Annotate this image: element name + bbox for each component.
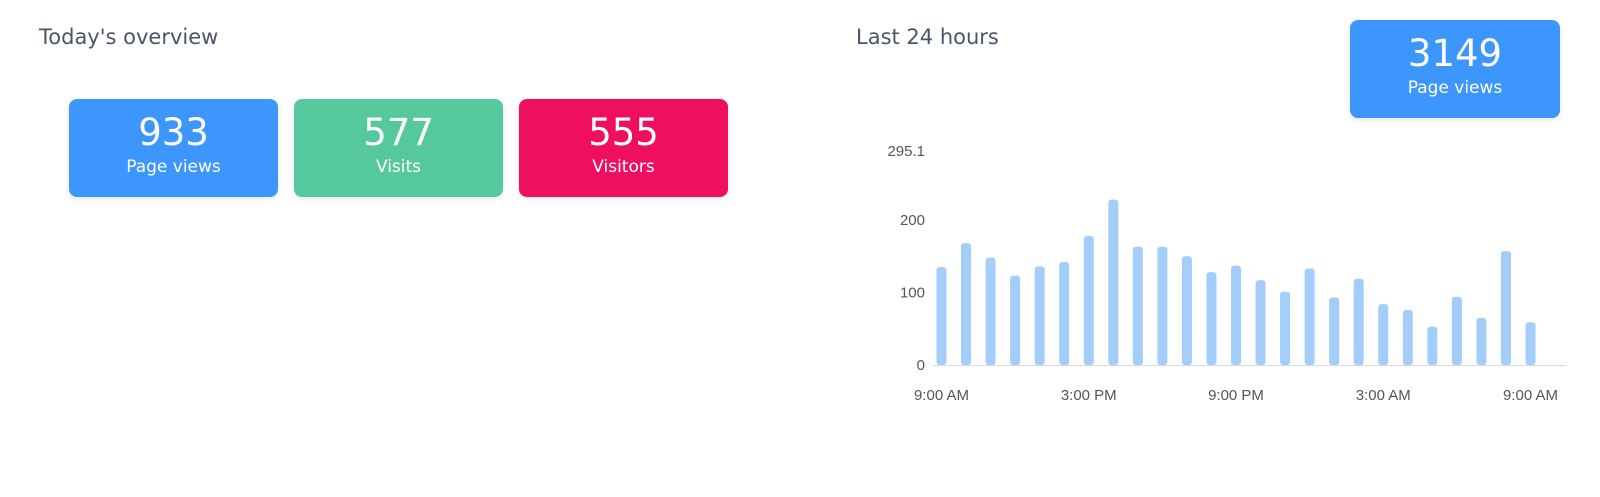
bar[interactable]	[1304, 268, 1315, 365]
y-axis: 0 100 200 295.1	[887, 143, 925, 374]
x-tick-label: 3:00 PM	[1061, 387, 1117, 404]
visitors-label: Visitors	[592, 157, 655, 177]
today-overview-title: Today's overview	[39, 25, 219, 49]
bar[interactable]	[1132, 246, 1143, 365]
bar[interactable]	[1108, 199, 1119, 365]
bar[interactable]	[1500, 251, 1511, 365]
x-tick-label: 3:00 AM	[1356, 387, 1411, 404]
total-page-views-value: 3149	[1407, 32, 1503, 75]
bar[interactable]	[1525, 322, 1536, 365]
bar[interactable]	[1034, 266, 1045, 365]
last-24-hours-title: Last 24 hours	[856, 25, 999, 49]
bar[interactable]	[1206, 272, 1217, 365]
bar[interactable]	[1378, 304, 1389, 365]
bar[interactable]	[936, 267, 947, 365]
bar[interactable]	[1427, 326, 1438, 365]
x-tick-label: 9:00 PM	[1208, 387, 1264, 404]
page-views-value: 933	[138, 111, 209, 154]
bar[interactable]	[1476, 317, 1487, 365]
bar[interactable]	[1280, 291, 1291, 365]
x-tick-label: 9:00 AM	[1503, 387, 1558, 404]
visits-label: Visits	[375, 157, 422, 177]
bar[interactable]	[1010, 275, 1021, 365]
bar[interactable]	[961, 243, 972, 365]
bar[interactable]	[985, 257, 996, 365]
y-tick-label: 100	[900, 284, 925, 301]
bar[interactable]	[1451, 296, 1462, 365]
y-tick-label: 295.1	[887, 143, 925, 160]
bar[interactable]	[1083, 235, 1094, 365]
bar[interactable]	[1157, 246, 1168, 365]
bar[interactable]	[1181, 256, 1192, 365]
bar[interactable]	[1353, 278, 1364, 365]
hourly-page-views-chart: 0 100 200 295.1 9:00 AM 3:00 PM 9:00 PM 3:00 A…	[887, 143, 1566, 404]
x-tick-label: 9:00 AM	[914, 387, 969, 404]
bars-group	[936, 199, 1536, 365]
total-page-views-label: Page views	[1407, 78, 1503, 98]
total-page-views-card[interactable]: 3149 Page views	[1350, 20, 1560, 118]
page-views-card[interactable]: 933 Page views	[69, 99, 278, 197]
page-views-label: Page views	[126, 157, 221, 177]
y-tick-label: 0	[917, 357, 925, 374]
bar[interactable]	[1329, 297, 1340, 365]
bar[interactable]	[1059, 262, 1070, 365]
bar[interactable]	[1231, 265, 1241, 365]
x-axis: 9:00 AM 3:00 PM 9:00 PM 3:00 AM 9:00 AM	[914, 387, 1558, 404]
bar[interactable]	[1255, 280, 1266, 365]
visitors-value: 555	[588, 111, 659, 154]
visitors-card[interactable]: 555 Visitors	[519, 99, 728, 197]
visits-card[interactable]: 577 Visits	[294, 99, 503, 197]
y-tick-label: 200	[900, 212, 925, 229]
bar[interactable]	[1402, 309, 1413, 365]
visits-value: 577	[363, 111, 434, 154]
